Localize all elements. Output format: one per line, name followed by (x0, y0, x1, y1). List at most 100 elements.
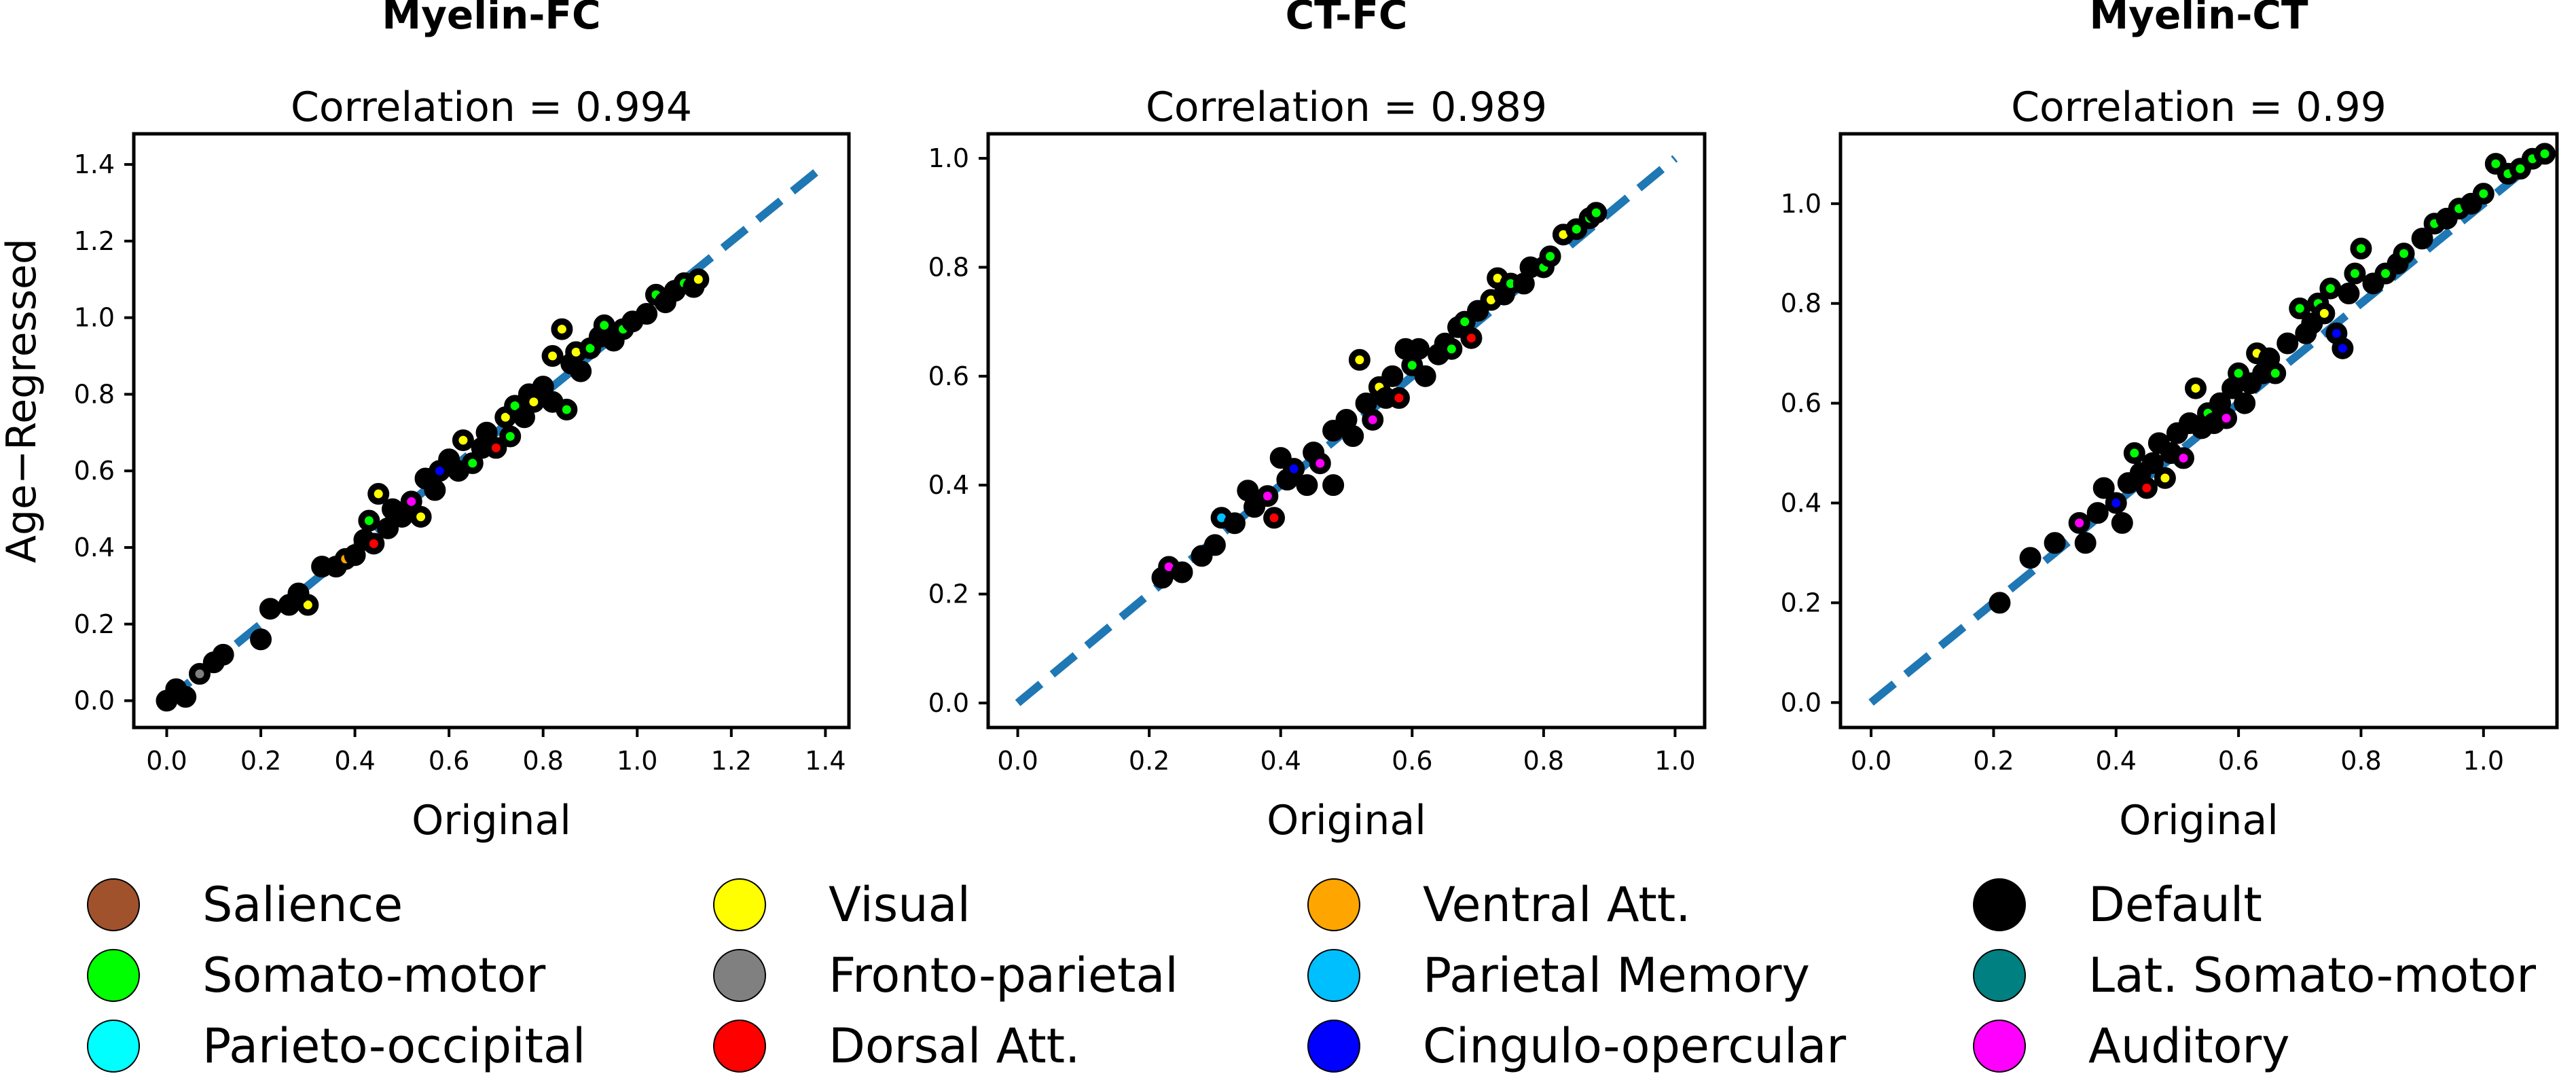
chart-title: Myelin-CT (2089, 0, 2308, 38)
data-point-dorsal-att (1263, 507, 1286, 529)
point-inner-marker (505, 431, 515, 441)
parietal-memory-swatch (1307, 949, 1360, 1002)
fronto-parietal-swatch (713, 949, 766, 1002)
data-point-default (212, 643, 234, 666)
panel-myelin-ct: Myelin-CT Correlation = 0.99 0.0 0.2 0.4 0.6 0… (1781, 0, 2559, 844)
point-inner-marker (693, 274, 703, 284)
point-inner-marker (2234, 369, 2243, 378)
data-point-default (259, 598, 281, 620)
legend-label: Lat. Somato-motor (2088, 948, 2537, 1003)
point-inner-marker (2081, 538, 2090, 547)
point-inner-marker (1995, 598, 2004, 607)
point-inner-marker (2479, 189, 2488, 198)
data-point-default (1414, 365, 1436, 387)
point-inner-marker (2160, 473, 2170, 483)
y-tick-label: 0.6 (1781, 389, 1821, 418)
point-inner-marker (1342, 415, 1351, 425)
parieto-occipital-swatch (87, 1020, 140, 1073)
point-inner-marker (421, 473, 431, 483)
point-inner-marker (2325, 284, 2335, 293)
x-tick-label: 1.4 (805, 746, 846, 776)
y-tick-label: 0.2 (74, 609, 115, 639)
shared-y-axis-label: Age−Regressed (0, 238, 46, 563)
point-inner-marker (571, 347, 581, 357)
y-tick-label: 0.8 (928, 252, 969, 282)
point-inner-marker (1519, 279, 1529, 289)
salience-swatch (87, 878, 140, 931)
point-inner-marker (1407, 361, 1417, 370)
plot-frame (132, 132, 851, 730)
point-inner-marker (2136, 468, 2145, 478)
point-inner-marker (1546, 251, 1555, 261)
point-inner-marker (2283, 338, 2292, 348)
data-point-auditory (400, 490, 422, 513)
data-point-default (636, 303, 658, 325)
legend-label: Fronto-parietal (829, 948, 1178, 1003)
data-point-visual (452, 429, 474, 452)
point-inner-marker (458, 435, 468, 445)
data-point-dorsal-att (1387, 387, 1410, 409)
y-tick-label: 1.4 (74, 149, 115, 179)
data-point-somato-motor (461, 452, 484, 474)
point-inner-marker (529, 397, 539, 407)
point-inner-marker (1460, 317, 1470, 327)
point-inner-marker (1368, 415, 1377, 425)
data-point-default (1203, 534, 1226, 556)
point-inner-marker (1401, 344, 1411, 354)
data-point-default (1335, 408, 1358, 431)
data-point-somato-motor (2350, 237, 2372, 259)
point-inner-marker (2099, 483, 2109, 492)
y-tick-label: 0.4 (1781, 488, 1821, 518)
point-inner-marker (2050, 538, 2060, 547)
legend-label: Visual (829, 877, 970, 933)
point-inner-marker (444, 454, 454, 464)
point-inner-marker (2356, 244, 2365, 253)
point-inner-marker (2093, 508, 2103, 518)
point-inner-marker (2148, 459, 2158, 468)
data-point-default (1512, 272, 1535, 295)
chart-title: CT-FC (1286, 0, 1408, 38)
data-point-visual (2184, 377, 2207, 399)
data-point-default (1237, 480, 1259, 502)
legend-label: Dorsal Att. (829, 1018, 1081, 1074)
point-inner-marker (1591, 208, 1601, 217)
legend-label: Auditory (2088, 1018, 2290, 1074)
x-axis-label: Original (412, 797, 571, 844)
point-inner-marker (256, 634, 266, 644)
data-point-somato-motor (2533, 143, 2556, 165)
point-inner-marker (2491, 159, 2501, 168)
data-point-cingulo-opercular (2332, 337, 2354, 359)
legend-item-salience: Salience (87, 877, 403, 933)
plot-frame (1838, 132, 2559, 730)
point-inner-marker (2381, 269, 2391, 279)
point-inner-marker (1466, 334, 1476, 343)
data-point-auditory (2068, 511, 2090, 534)
y-tick-label: 0.2 (928, 579, 969, 609)
point-inner-marker (2467, 199, 2476, 209)
y-tick-label: 0.0 (928, 688, 969, 718)
legend-item-fronto-parietal: Fronto-parietal (713, 948, 1178, 1003)
y-tick-label: 0.8 (74, 379, 115, 409)
data-point-somato-motor (499, 425, 522, 448)
data-point-default (2276, 332, 2299, 355)
cingulo-opercular-swatch (1307, 1020, 1360, 1073)
point-inner-marker (266, 604, 275, 613)
legend-label: Parieto-occipital (202, 1018, 586, 1074)
point-inner-marker (562, 405, 571, 414)
point-inner-marker (520, 412, 529, 422)
x-tick-label: 0.0 (1851, 746, 1891, 776)
legend-item-parieto-occipital: Parieto-occipital (87, 1018, 585, 1074)
point-inner-marker (609, 336, 619, 345)
point-inner-marker (557, 325, 566, 334)
x-tick-label: 0.4 (334, 746, 375, 776)
y-tick-label: 0.4 (74, 533, 115, 562)
data-point-default (2234, 392, 2256, 414)
data-point-auditory (2172, 447, 2194, 469)
point-inner-marker (548, 397, 558, 407)
point-inner-marker (1355, 355, 1364, 365)
data-point-visual (410, 505, 432, 528)
point-inner-marker (2270, 369, 2280, 378)
legend-label: Parietal Memory (1423, 948, 1810, 1003)
point-inner-marker (501, 412, 510, 422)
point-inner-marker (1506, 279, 1515, 289)
